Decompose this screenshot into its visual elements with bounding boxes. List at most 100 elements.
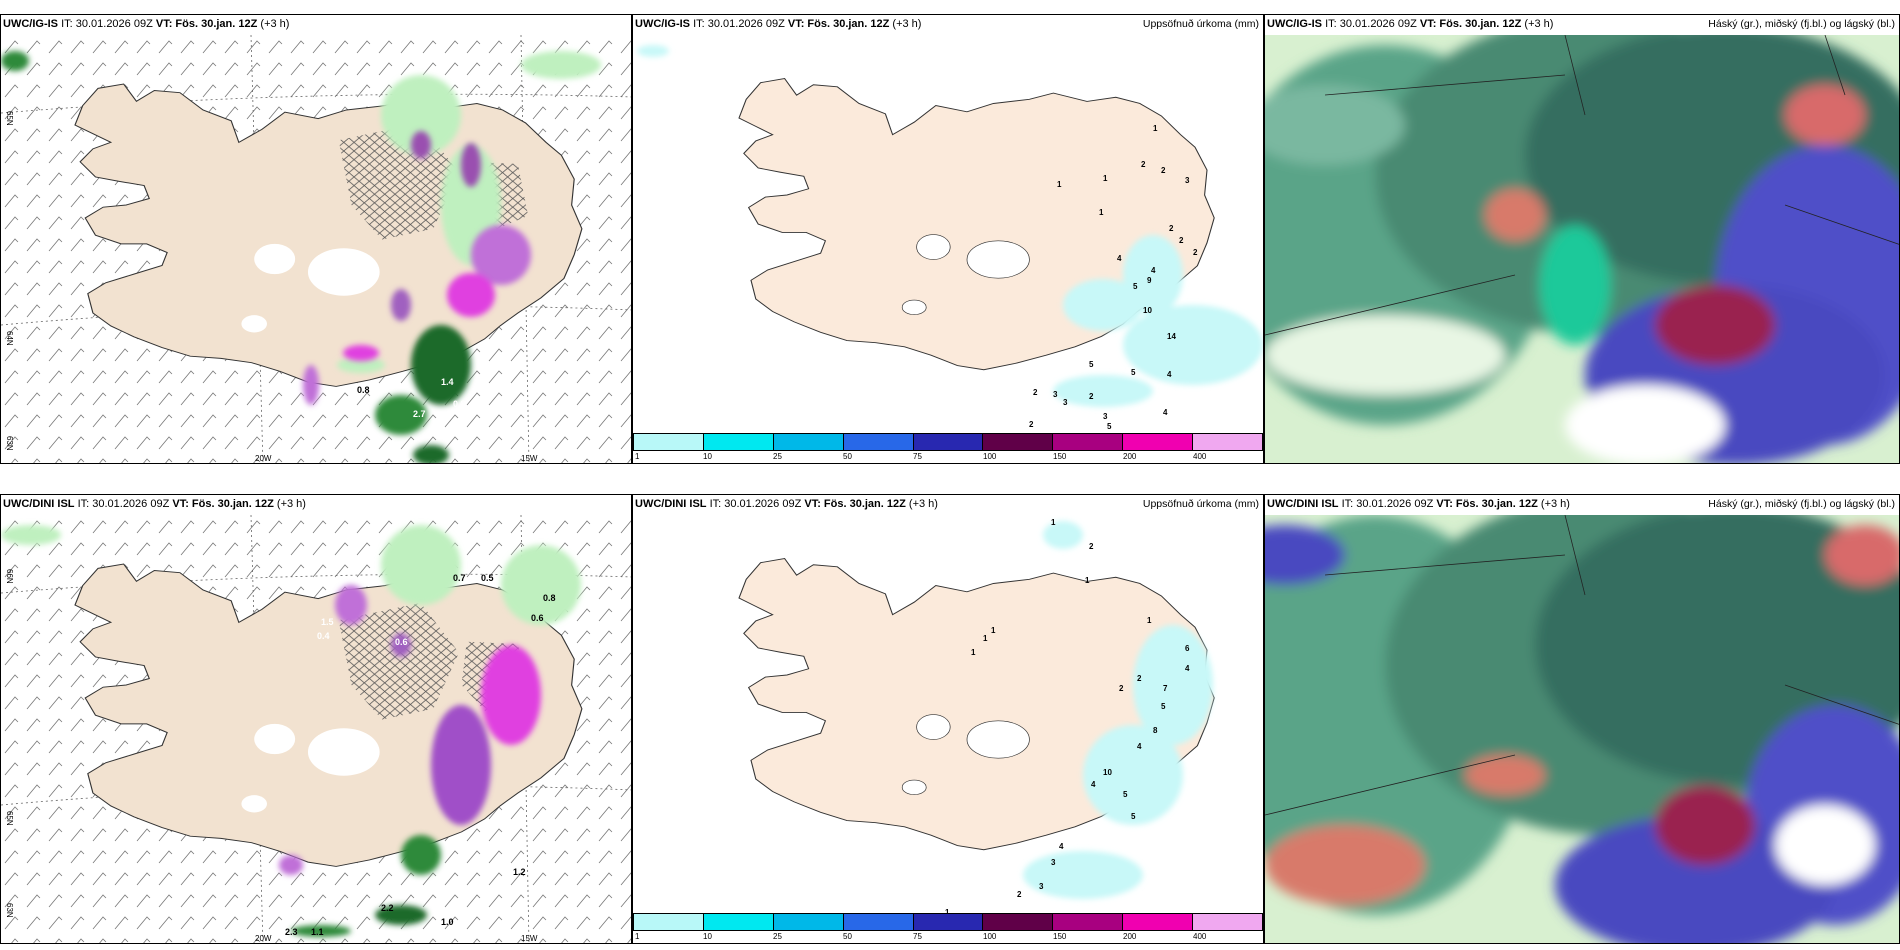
model-name: UWC/DINI ISL bbox=[3, 498, 75, 510]
model-name: UWC/IG-IS bbox=[1267, 18, 1322, 30]
svg-text:1.2: 1.2 bbox=[513, 867, 526, 877]
svg-text:2: 2 bbox=[1169, 224, 1174, 233]
colorbar-cell bbox=[913, 434, 984, 450]
cloud-title: Háský (gr.), miðský (fj.bl.) og lágský (… bbox=[1708, 498, 1895, 510]
colorbar-cell bbox=[843, 914, 914, 930]
left-value-labels: 0.8 1.4 0.8 2.7 bbox=[357, 377, 466, 419]
svg-text:4: 4 bbox=[1151, 266, 1156, 275]
lead-time: (+3 h) bbox=[1524, 18, 1554, 30]
lead-time: (+3 h) bbox=[276, 498, 306, 510]
precip-cyan-area bbox=[1023, 521, 1213, 899]
svg-text:8: 8 bbox=[1153, 726, 1158, 735]
svg-text:5: 5 bbox=[1107, 422, 1112, 431]
svg-text:1.5: 1.5 bbox=[321, 617, 334, 627]
svg-text:2: 2 bbox=[1161, 166, 1166, 175]
precip-values: 1 2 1 1 1 1 1 6 4 2 2 7 5 8 4 10 4 5 5 4… bbox=[945, 518, 1190, 917]
init-time: IT: 30.01.2026 09Z bbox=[1341, 498, 1434, 510]
lead-time: (+3 h) bbox=[908, 498, 938, 510]
cloud-map[interactable] bbox=[1265, 35, 1900, 464]
precip-map[interactable]: 1 2 1 1 1 1 1 6 4 2 2 7 5 8 4 10 4 5 5 4… bbox=[633, 515, 1264, 923]
svg-text:2: 2 bbox=[1179, 236, 1184, 245]
svg-text:4: 4 bbox=[1163, 408, 1168, 417]
svg-text:14: 14 bbox=[1167, 332, 1176, 341]
svg-text:5: 5 bbox=[1131, 368, 1136, 377]
svg-text:0.8: 0.8 bbox=[543, 593, 556, 603]
svg-text:10: 10 bbox=[1143, 306, 1152, 315]
valid-time: VT: Fös. 30.jan. 12Z bbox=[1436, 498, 1538, 510]
model-name: UWC/IG-IS bbox=[635, 18, 690, 30]
svg-text:0.7: 0.7 bbox=[453, 573, 466, 583]
wind-precip-map[interactable]: 0.8 1.4 0.8 2.7 65N 64N 63N 20W 15W bbox=[1, 35, 632, 464]
precip-purple bbox=[303, 131, 531, 405]
colorbar-cell bbox=[1053, 914, 1124, 930]
colorbar-cell bbox=[703, 434, 774, 450]
cloud-title: Háský (gr.), miðský (fj.bl.) og lágský (… bbox=[1708, 18, 1895, 30]
precip-green bbox=[1, 525, 581, 937]
svg-text:10: 10 bbox=[1103, 768, 1112, 777]
svg-text:4: 4 bbox=[1059, 842, 1064, 851]
colorbar-cell bbox=[773, 914, 844, 930]
svg-text:7: 7 bbox=[1163, 684, 1168, 693]
precip-map[interactable]: 1 1 1 1 2 2 3 2 2 2 4 4 5 9 10 14 5 5 4 … bbox=[633, 35, 1264, 443]
svg-text:2: 2 bbox=[1141, 160, 1146, 169]
svg-text:1: 1 bbox=[983, 634, 988, 643]
svg-text:4: 4 bbox=[1117, 254, 1122, 263]
svg-text:5: 5 bbox=[1089, 360, 1094, 369]
panel-title: UWC/IG-IS IT: 30.01.2026 09Z VT: Fös. 30… bbox=[635, 18, 921, 30]
svg-text:1: 1 bbox=[1147, 616, 1152, 625]
valid-time: VT: Fös. 30.jan. 12Z bbox=[155, 18, 258, 30]
lat-label: 66N bbox=[5, 569, 14, 584]
precip-title: Uppsöfnuð úrkoma (mm) bbox=[1142, 498, 1259, 510]
valid-time: VT: Fös. 30.jan. 12Z bbox=[172, 498, 274, 510]
lat-label: 63N bbox=[5, 436, 14, 451]
colorbar-cell bbox=[1193, 434, 1263, 450]
cloud-map[interactable] bbox=[1265, 515, 1900, 944]
model-name: UWC/IG-IS bbox=[3, 18, 58, 30]
colorbar-cell bbox=[634, 914, 704, 930]
svg-text:0.5: 0.5 bbox=[481, 573, 494, 583]
panel-title: UWC/IG-IS IT: 30.01.2026 09Z VT: Fös. 30… bbox=[3, 18, 289, 30]
lon-label: 15W bbox=[521, 454, 538, 463]
valid-time: VT: Fös. 30.jan. 12Z bbox=[804, 498, 906, 510]
precip-purple bbox=[279, 585, 541, 875]
svg-text:2: 2 bbox=[1089, 392, 1094, 401]
panel-title: UWC/IG-IS IT: 30.01.2026 09Z VT: Fös. 30… bbox=[1267, 18, 1553, 30]
svg-text:3: 3 bbox=[1039, 882, 1044, 891]
panel-title: UWC/DINI ISL IT: 30.01.2026 09Z VT: Fös.… bbox=[635, 498, 938, 510]
svg-text:0.6: 0.6 bbox=[395, 637, 408, 647]
init-time: IT: 30.01.2026 09Z bbox=[693, 18, 785, 30]
svg-text:3: 3 bbox=[1063, 398, 1068, 407]
svg-text:1.0: 1.0 bbox=[441, 917, 454, 927]
svg-text:2.2: 2.2 bbox=[381, 903, 394, 913]
colorbar-labels: 1 10 25 50 75 100 150 200 400 bbox=[635, 932, 1207, 941]
svg-text:2: 2 bbox=[1137, 674, 1142, 683]
precip-panel-row2: UWC/DINI ISL IT: 30.01.2026 09Z VT: Fös.… bbox=[632, 494, 1264, 944]
colorbar-cell bbox=[983, 434, 1054, 450]
svg-text:3: 3 bbox=[1053, 390, 1058, 399]
colorbar-cell bbox=[773, 434, 844, 450]
svg-text:4: 4 bbox=[1091, 780, 1096, 789]
colorbar-cell bbox=[1053, 434, 1124, 450]
wind-precip-map[interactable]: 0.7 0.5 0.8 0.6 1.5 0.4 0.6 1.2 1.0 2.2 … bbox=[1, 515, 632, 944]
cloud-panel-row2: UWC/DINI ISL IT: 30.01.2026 09Z VT: Fös.… bbox=[1264, 494, 1900, 944]
colorbar-cell bbox=[843, 434, 914, 450]
lead-time: (+3 h) bbox=[260, 18, 290, 30]
svg-text:1: 1 bbox=[1103, 174, 1108, 183]
svg-text:1: 1 bbox=[1085, 576, 1090, 585]
svg-text:9: 9 bbox=[1147, 276, 1152, 285]
svg-text:1: 1 bbox=[1099, 208, 1104, 217]
init-time: IT: 30.01.2026 09Z bbox=[61, 18, 153, 30]
wind-precip-panel-row1: UWC/IG-IS IT: 30.01.2026 09Z VT: Fös. 30… bbox=[0, 14, 632, 464]
precip-title: Uppsöfnuð úrkoma (mm) bbox=[1142, 18, 1259, 30]
svg-text:2: 2 bbox=[1119, 684, 1124, 693]
svg-text:5: 5 bbox=[1133, 282, 1138, 291]
precip-colorbar bbox=[633, 433, 1263, 451]
panel-title: UWC/DINI ISL IT: 30.01.2026 09Z VT: Fös.… bbox=[1267, 498, 1570, 510]
init-time: IT: 30.01.2026 09Z bbox=[1325, 18, 1417, 30]
wind-precip-panel-row2: UWC/DINI ISL IT: 30.01.2026 09Z VT: Fös.… bbox=[0, 494, 632, 944]
svg-text:5: 5 bbox=[1131, 812, 1136, 821]
model-name: UWC/DINI ISL bbox=[635, 498, 707, 510]
lat-label: 65N bbox=[5, 811, 14, 826]
panel-title: UWC/DINI ISL IT: 30.01.2026 09Z VT: Fös.… bbox=[3, 498, 306, 510]
svg-text:0.6: 0.6 bbox=[531, 613, 544, 623]
